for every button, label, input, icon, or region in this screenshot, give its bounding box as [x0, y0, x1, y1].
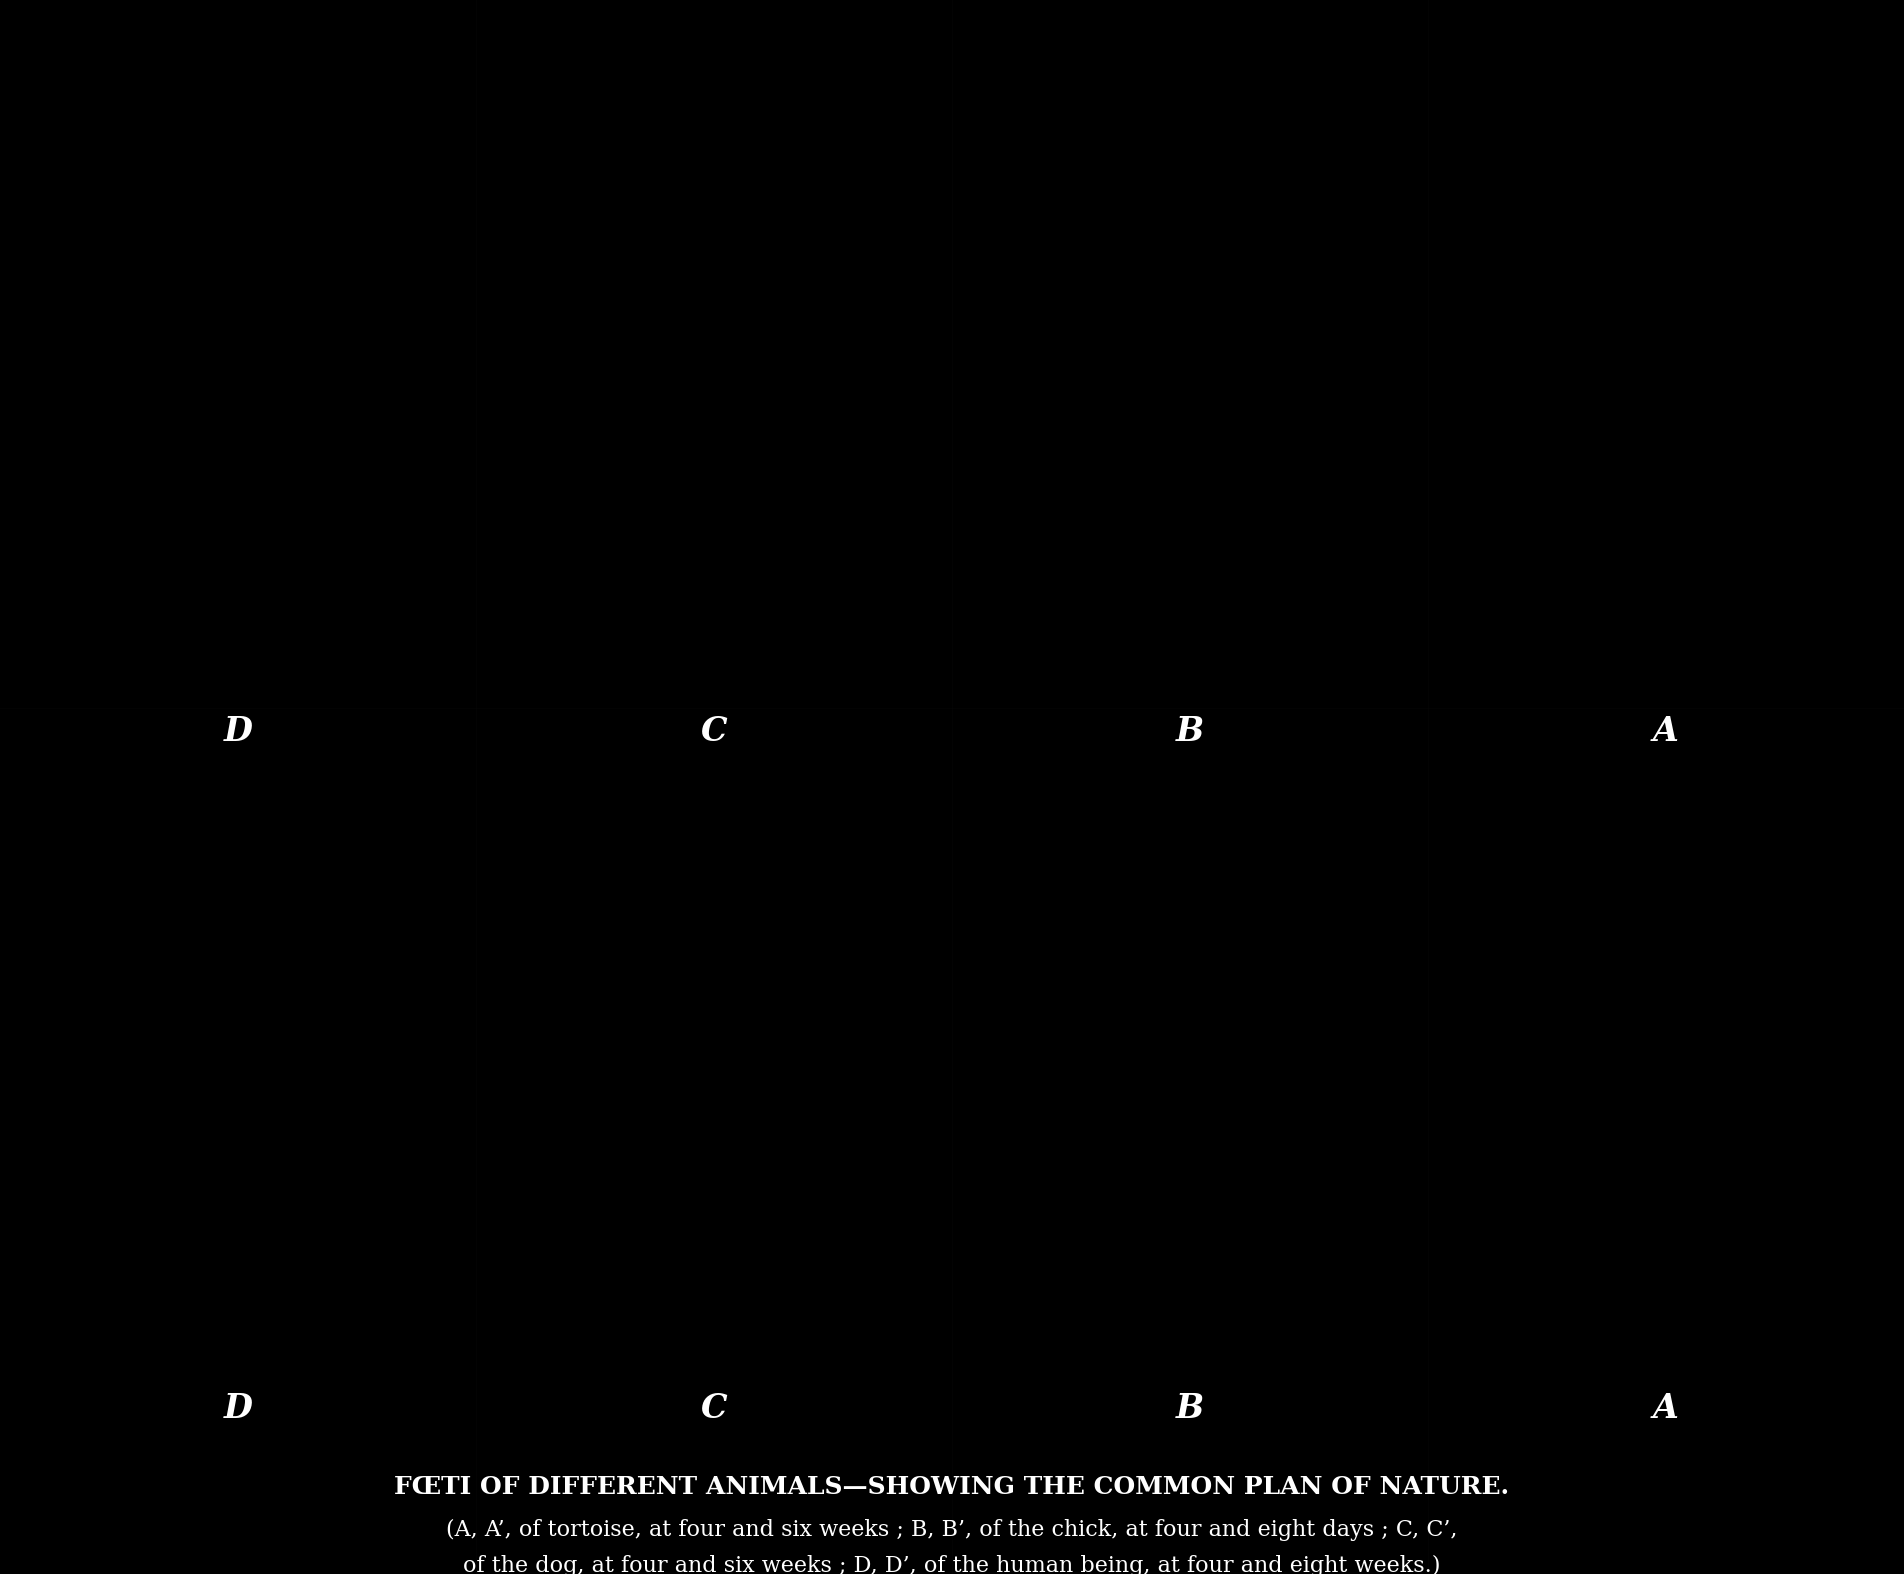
Text: D: D — [223, 1393, 253, 1424]
Text: C: C — [701, 1393, 727, 1424]
Text: of the dog, at four and six weeks ; D, D’, of the human being, at four and eight: of the dog, at four and six weeks ; D, D… — [463, 1555, 1441, 1574]
Text: C: C — [701, 716, 727, 748]
Text: B: B — [1177, 1393, 1203, 1424]
Text: FŒTI OF DIFFERENT ANIMALS—SHOWING THE COMMON PLAN OF NATURE.: FŒTI OF DIFFERENT ANIMALS—SHOWING THE CO… — [394, 1475, 1510, 1500]
Text: A: A — [1653, 716, 1679, 748]
Text: (A, A’, of tortoise, at four and six weeks ; B, B’, of the chick, at four and ei: (A, A’, of tortoise, at four and six wee… — [446, 1519, 1458, 1541]
Text: D: D — [223, 716, 253, 748]
Text: A: A — [1653, 1393, 1679, 1424]
Text: B: B — [1177, 716, 1203, 748]
